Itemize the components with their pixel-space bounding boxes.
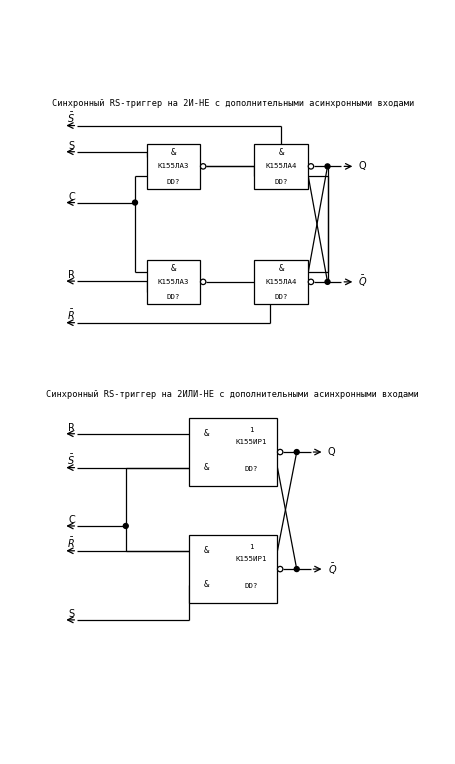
Text: R: R (68, 270, 75, 280)
Bar (254, 144, 308, 189)
Text: Синхронный RS-триггер на 2И-НЕ с дополнительными асинхронными входами: Синхронный RS-триггер на 2И-НЕ с дополни… (52, 99, 414, 108)
Text: $\bar{Q}$: $\bar{Q}$ (359, 274, 368, 290)
Text: &: & (171, 148, 176, 157)
Text: &: & (171, 264, 176, 273)
Circle shape (132, 200, 137, 205)
Circle shape (294, 449, 299, 455)
Text: &: & (278, 264, 284, 273)
Circle shape (123, 523, 128, 529)
Text: Синхронный RS-триггер на 2ИЛИ-НЕ с дополнительными асинхронными входами: Синхронный RS-триггер на 2ИЛИ-НЕ с допол… (46, 390, 419, 400)
Bar (189, 418, 278, 486)
Text: К155ЛА4: К155ЛА4 (266, 279, 297, 285)
Circle shape (308, 163, 313, 169)
Text: $\bar{R}$: $\bar{R}$ (67, 536, 75, 550)
Text: DD?: DD? (167, 294, 180, 300)
Text: 1: 1 (248, 427, 253, 433)
Circle shape (201, 279, 206, 284)
Circle shape (201, 163, 206, 169)
Text: Q: Q (328, 447, 335, 457)
Circle shape (294, 567, 299, 571)
Text: S: S (69, 141, 75, 151)
Text: &: & (204, 546, 209, 555)
Text: К155ИР1: К155ИР1 (235, 556, 267, 562)
Text: DD?: DD? (244, 583, 258, 589)
Text: DD?: DD? (274, 294, 288, 300)
Text: DD?: DD? (244, 466, 258, 472)
Bar (189, 536, 278, 603)
Bar (147, 144, 201, 189)
Text: К155ЛА4: К155ЛА4 (266, 163, 297, 170)
Text: $\bar{S}$: $\bar{S}$ (67, 453, 75, 467)
Text: &: & (204, 429, 209, 439)
Text: К155ИР1: К155ИР1 (235, 439, 267, 445)
Text: Q: Q (359, 161, 366, 171)
Circle shape (308, 279, 313, 284)
Text: &: & (278, 148, 284, 157)
Bar (147, 260, 201, 304)
Text: DD?: DD? (274, 179, 288, 185)
Text: S: S (69, 609, 75, 619)
Text: К155ЛА3: К155ЛА3 (158, 163, 189, 170)
Text: 1: 1 (248, 545, 253, 550)
Text: К155ЛА3: К155ЛА3 (158, 279, 189, 285)
Text: DD?: DD? (167, 179, 180, 185)
Text: C: C (68, 192, 75, 202)
Text: C: C (68, 515, 75, 525)
Circle shape (278, 449, 283, 455)
Circle shape (325, 280, 330, 284)
Circle shape (278, 566, 283, 571)
Text: &: & (204, 580, 209, 589)
Text: $\bar{Q}$: $\bar{Q}$ (328, 562, 337, 577)
Text: &: & (204, 463, 209, 472)
Bar (254, 260, 308, 304)
Text: R: R (68, 423, 75, 433)
Text: $\bar{S}$: $\bar{S}$ (67, 111, 75, 125)
Text: $\bar{R}$: $\bar{R}$ (67, 308, 75, 322)
Circle shape (325, 164, 330, 169)
